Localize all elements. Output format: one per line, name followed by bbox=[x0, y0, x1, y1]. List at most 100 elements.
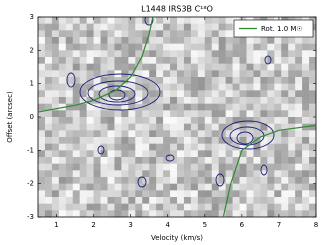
pixel bbox=[274, 63, 282, 71]
pixel bbox=[86, 110, 94, 118]
pixel bbox=[197, 63, 206, 71]
pixel bbox=[170, 43, 178, 51]
pixel bbox=[114, 143, 122, 151]
pixel bbox=[232, 90, 240, 98]
pixel bbox=[246, 163, 254, 171]
pixel bbox=[135, 123, 143, 131]
pixel bbox=[114, 30, 122, 38]
pixel bbox=[170, 50, 178, 58]
pixel bbox=[135, 130, 143, 138]
pixel bbox=[100, 203, 108, 211]
pixel bbox=[51, 157, 60, 164]
pixel bbox=[44, 170, 53, 178]
pixel bbox=[107, 83, 115, 91]
pixel bbox=[204, 77, 213, 84]
pixel bbox=[302, 177, 310, 184]
pixel bbox=[204, 150, 213, 158]
pixel bbox=[211, 143, 219, 151]
pixel bbox=[309, 77, 316, 84]
pixel bbox=[100, 37, 108, 44]
pixel bbox=[218, 37, 226, 44]
pixel bbox=[142, 23, 150, 31]
pixel bbox=[239, 157, 247, 164]
pixel bbox=[281, 43, 289, 51]
pixel bbox=[197, 130, 206, 138]
pixel bbox=[295, 63, 303, 71]
y-tick-label: 0 bbox=[30, 113, 34, 121]
pixel bbox=[295, 70, 303, 78]
pixel bbox=[142, 30, 150, 38]
pixel bbox=[135, 117, 143, 124]
pixel bbox=[44, 197, 53, 204]
pixel bbox=[163, 77, 171, 84]
pixel bbox=[204, 163, 213, 171]
pixel bbox=[197, 77, 206, 84]
pixel bbox=[281, 77, 289, 84]
pixel bbox=[218, 63, 226, 71]
pixel bbox=[51, 137, 60, 144]
pixel bbox=[107, 197, 115, 204]
pixel bbox=[51, 123, 60, 131]
pixel bbox=[142, 183, 150, 191]
pixel bbox=[149, 210, 157, 217]
pixel bbox=[170, 30, 178, 38]
pixel bbox=[225, 177, 233, 184]
pixel bbox=[86, 90, 94, 98]
pixel bbox=[260, 70, 268, 78]
pixel bbox=[149, 37, 157, 44]
pixel bbox=[204, 110, 213, 118]
pixel bbox=[177, 30, 185, 38]
pixel bbox=[107, 170, 115, 178]
pixel bbox=[121, 157, 129, 164]
pixel bbox=[253, 110, 261, 118]
pixel bbox=[142, 103, 150, 111]
pixel bbox=[65, 17, 74, 24]
pixel bbox=[288, 70, 296, 78]
pixel bbox=[149, 77, 157, 84]
pixel bbox=[288, 163, 296, 171]
pixel bbox=[93, 130, 101, 138]
pixel bbox=[183, 123, 192, 131]
pixel bbox=[163, 117, 171, 124]
pixel bbox=[38, 117, 46, 124]
pixel bbox=[156, 177, 164, 184]
pixel bbox=[288, 63, 296, 71]
pixel bbox=[295, 170, 303, 178]
pixel bbox=[232, 123, 240, 131]
pixel bbox=[93, 97, 101, 104]
pixel bbox=[72, 210, 80, 217]
pixel bbox=[142, 170, 150, 178]
pixel bbox=[197, 70, 206, 78]
pixel bbox=[156, 123, 164, 131]
pixel bbox=[253, 97, 261, 104]
pixel bbox=[211, 190, 219, 198]
pixel bbox=[225, 123, 233, 131]
pixel bbox=[72, 157, 80, 164]
y-tick-label: 2 bbox=[30, 46, 34, 54]
pixel bbox=[38, 150, 46, 158]
pixel bbox=[72, 117, 80, 124]
pixel bbox=[246, 63, 254, 71]
pixel bbox=[107, 177, 115, 184]
pixel bbox=[183, 117, 192, 124]
pixel bbox=[114, 103, 122, 111]
pixel bbox=[79, 63, 87, 71]
pixel bbox=[149, 90, 157, 98]
pixel bbox=[128, 143, 136, 151]
pixel bbox=[72, 77, 80, 84]
pixel bbox=[232, 70, 240, 78]
pixel bbox=[309, 123, 316, 131]
pixel bbox=[149, 70, 157, 78]
pixel bbox=[149, 157, 157, 164]
pixel bbox=[128, 157, 136, 164]
pixel bbox=[163, 203, 171, 211]
pixel bbox=[253, 70, 261, 78]
pixel bbox=[44, 103, 53, 111]
pixel bbox=[93, 77, 101, 84]
pixel bbox=[218, 57, 226, 64]
pixel bbox=[142, 50, 150, 58]
pixel bbox=[72, 70, 80, 78]
pixel bbox=[142, 70, 150, 78]
pixel bbox=[114, 190, 122, 198]
pixel bbox=[281, 63, 289, 71]
